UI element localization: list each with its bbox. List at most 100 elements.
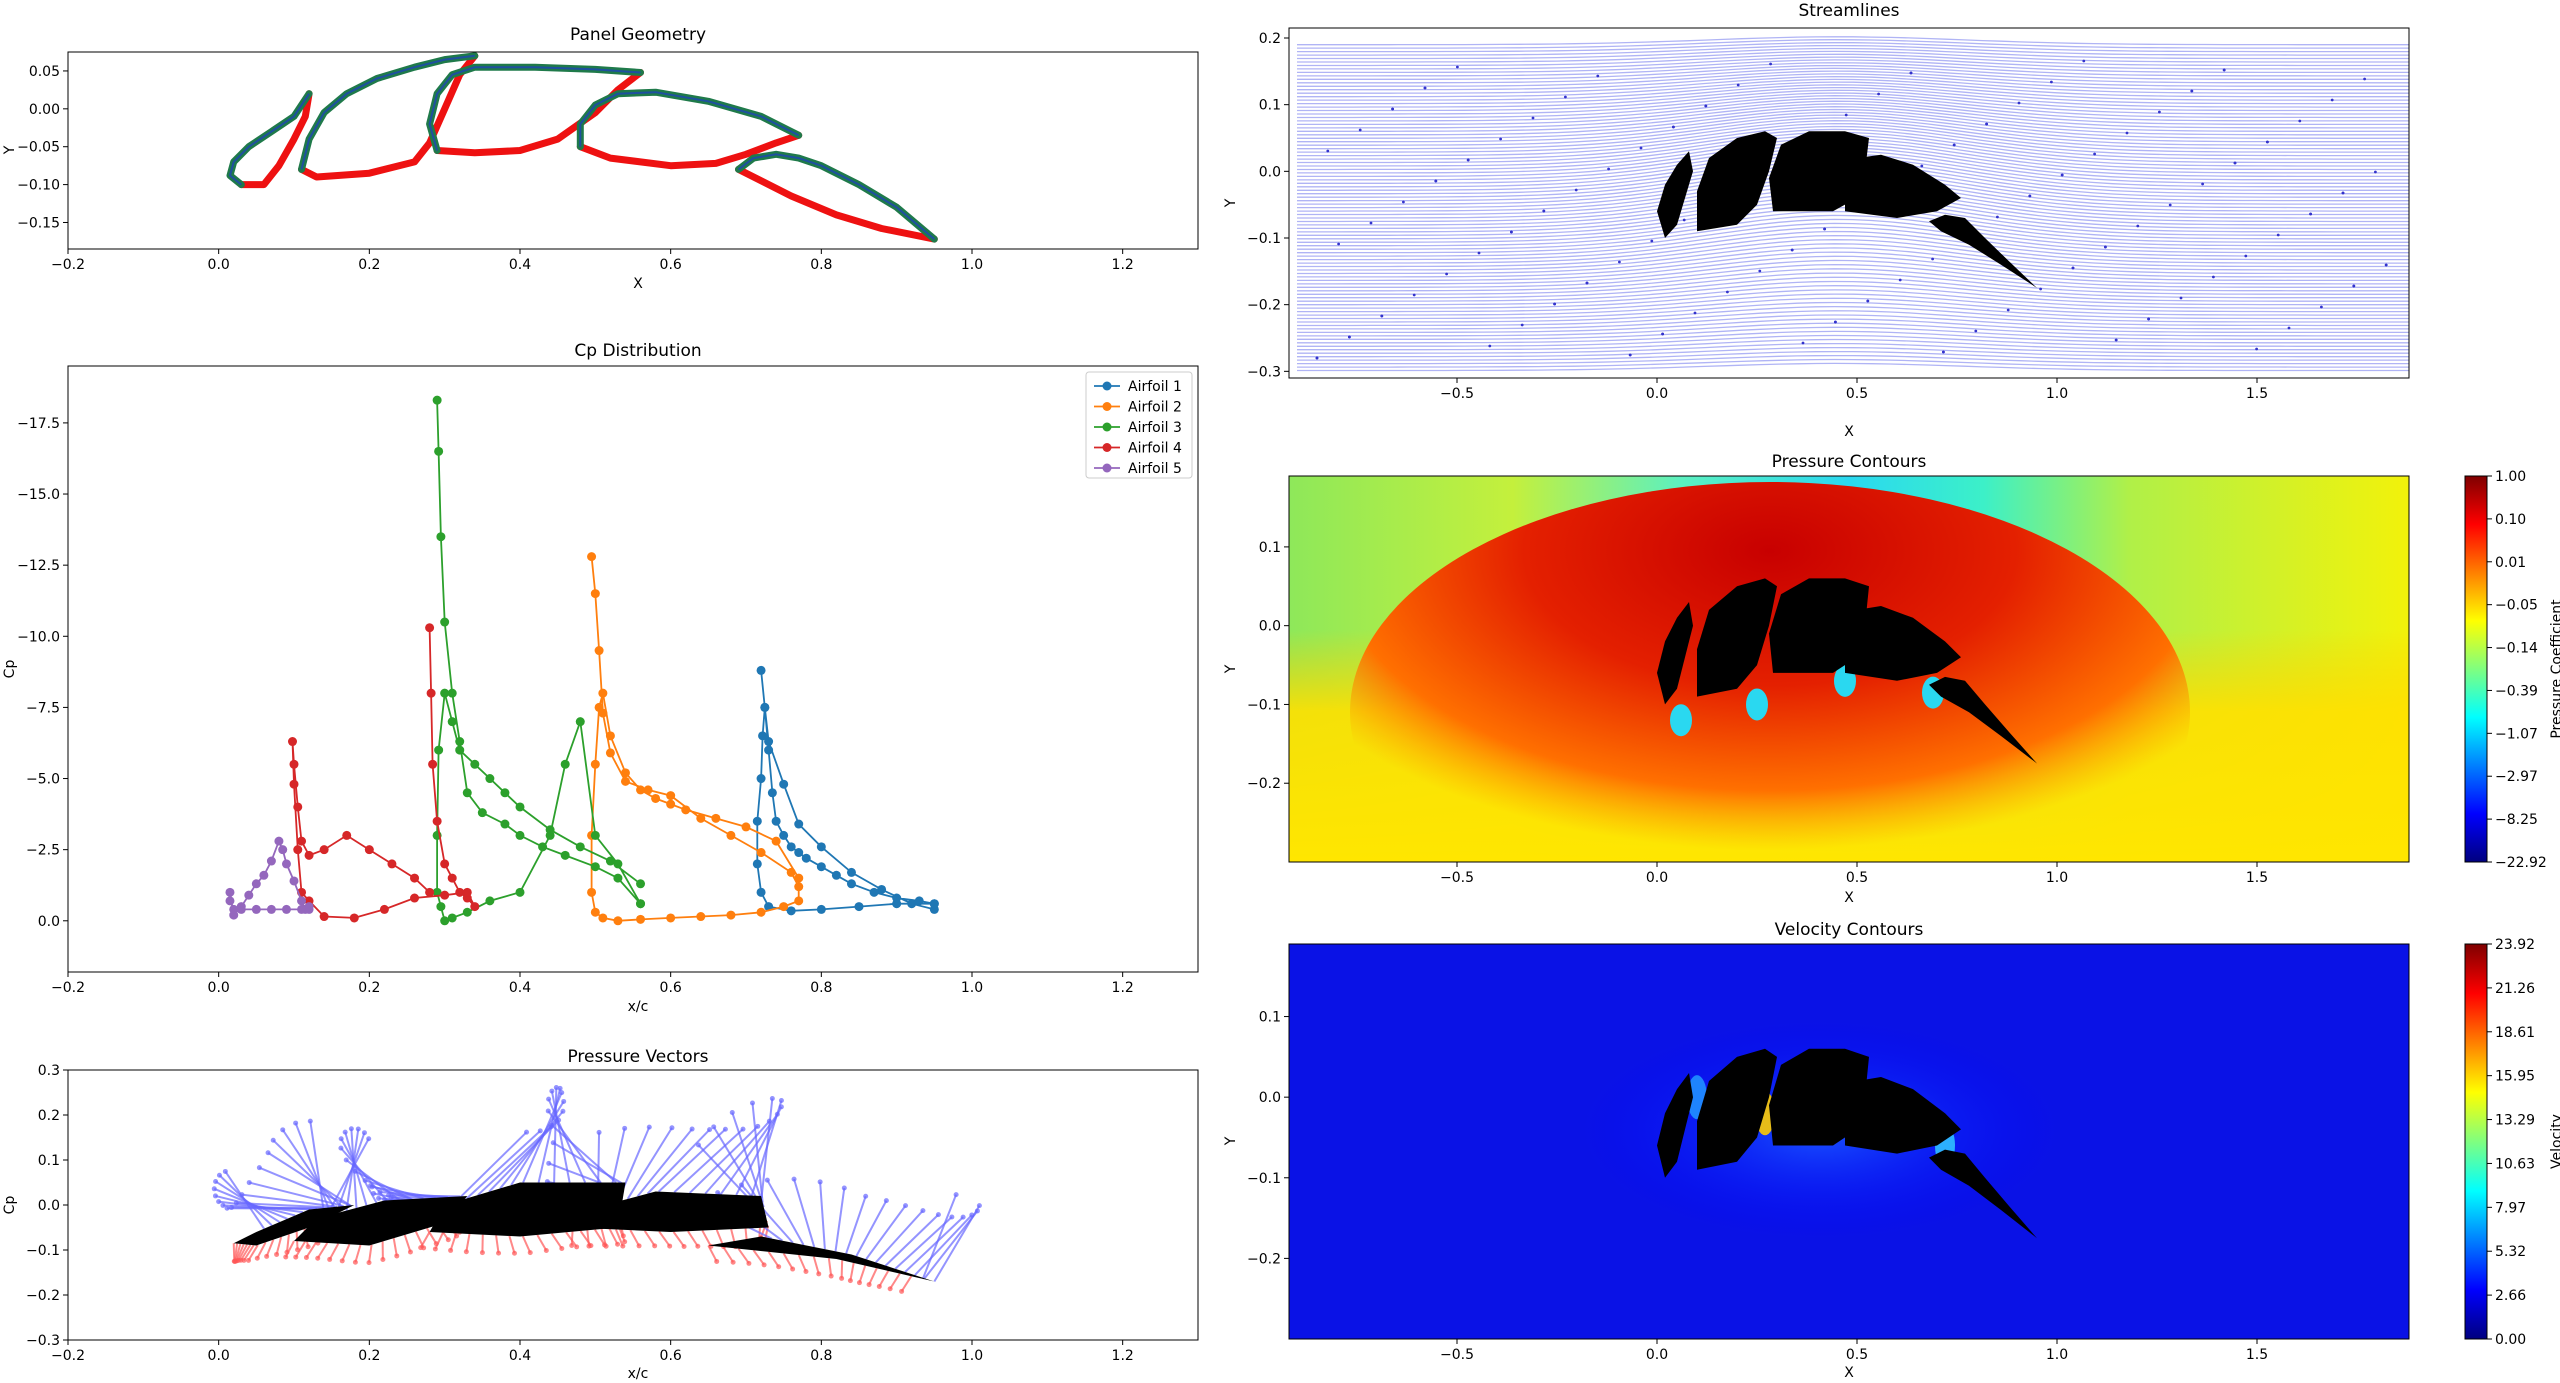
streamline-seed-dot	[1628, 353, 1632, 357]
streamline	[1297, 342, 2409, 354]
pressure-vectors-xlabel: x/c	[628, 1366, 649, 1382]
pressure-vector-arrowhead	[887, 1286, 893, 1292]
streamline-seed-dot	[1974, 329, 1978, 333]
cp-distribution-ylabel: Cp	[2, 660, 18, 679]
pressure-vector-arrowhead	[293, 1120, 299, 1126]
streamline-seed-dot	[2039, 287, 2042, 291]
cp-series-1-point	[794, 848, 804, 858]
streamline-seed-dot	[1758, 269, 1762, 273]
pressure-vector-arrowhead	[863, 1193, 869, 1199]
pressure-vector-arrow	[840, 1260, 844, 1279]
streamline	[1297, 131, 2409, 164]
pressure-vector-arrow	[626, 1127, 673, 1200]
streamline-seed-dot	[1585, 281, 1589, 285]
streamline	[1297, 247, 2409, 275]
cp-series-4-point	[287, 737, 297, 747]
airfoil-5-upper-surface	[735, 150, 938, 243]
pressure-contours-xtick-label: −0.5	[1440, 870, 1474, 886]
cp-series-2-point	[651, 793, 661, 803]
cp-series-4-point	[342, 830, 352, 840]
streamline-seed-dot	[1499, 137, 1502, 141]
streamline	[1297, 84, 2409, 105]
streamline	[1297, 125, 2409, 157]
cp-series-2-point	[587, 552, 597, 562]
streamline	[1297, 36, 2409, 46]
pressure-vector-arrowhead	[935, 1212, 941, 1218]
cp-distribution-frame	[67, 365, 1199, 973]
streamline	[1297, 114, 2409, 143]
pressure-vector-arrowhead	[866, 1282, 872, 1288]
cp-series-3-point	[436, 532, 446, 542]
cp-series-3-point	[560, 759, 570, 769]
pressure-vector-arrowhead	[620, 1243, 626, 1249]
streamline-seed-dot	[2158, 110, 2161, 114]
pressure-vector-arrowhead	[254, 1255, 260, 1261]
pressure-vectors-frame	[67, 1069, 1199, 1341]
cp-series-2-point	[598, 913, 608, 923]
pressure-vector-arrow	[658, 1230, 671, 1247]
streamline-seed-dot	[1661, 332, 1664, 336]
airfoil-2-upper-edge	[300, 54, 475, 170]
pressure-vector-arrowhead	[216, 1199, 222, 1205]
pressure-colorbar-tick-label: −22.92	[2495, 855, 2547, 871]
panel-geometry-ytick-label: −0.05	[17, 140, 60, 156]
streamline	[1297, 42, 2409, 53]
streamline-seed-dot	[2201, 182, 2205, 186]
pressure-vector-arrow	[687, 1230, 699, 1247]
pressure-vector-arrow	[812, 1256, 820, 1275]
pressure-vector-arrow	[325, 1138, 370, 1217]
streamline	[1297, 314, 2409, 330]
streamline-seed-dot	[1358, 128, 1362, 132]
streamline-seed-dot	[1520, 323, 1524, 327]
cp-series-5-point	[266, 904, 276, 914]
cp-series-2-point	[756, 848, 766, 858]
cp-series-1-point	[764, 737, 774, 747]
panel-geometry-xlabel: X	[633, 276, 643, 292]
cp-series-5-point	[225, 896, 235, 906]
pressure-vectors-xtick-label: 0.4	[509, 1348, 531, 1364]
cp-series-1-point	[764, 745, 774, 755]
panel-geometry-ytick-label: 0.00	[29, 102, 60, 118]
pressure-vector-arrowhead	[856, 1280, 862, 1286]
pressure-colorbar-tick-label: −1.07	[2495, 726, 2538, 742]
cp-series-2-point	[590, 589, 600, 599]
pressure-vector-arrowhead	[556, 1117, 562, 1123]
pressure-vector-arrowhead	[615, 1241, 621, 1247]
cp-series-3-point	[447, 913, 457, 923]
streamline	[1297, 239, 2409, 268]
pressure-vector-arrow	[827, 1258, 833, 1277]
pressure-colorbar-tick-label: −0.14	[2495, 641, 2538, 657]
cp-series-4-point	[425, 623, 435, 633]
pressure-vector-arrowhead	[778, 1098, 784, 1104]
streamline	[1297, 106, 2409, 132]
velocity-colorbar	[2464, 943, 2488, 1340]
streamline	[1297, 44, 2409, 56]
pressure-vector-arrowhead	[766, 1118, 772, 1124]
pressure-vector-arrow	[275, 1236, 283, 1255]
streamline-seed-dot	[2104, 245, 2107, 249]
streamline-seed-dot	[2212, 275, 2215, 279]
pressure-vector-arrowhead	[561, 1098, 567, 1104]
streamline	[1297, 108, 2409, 136]
cp-series-2-point	[666, 799, 676, 809]
pressure-vectors-ytick-label: 0.3	[38, 1063, 60, 1079]
streamline	[1297, 226, 2409, 257]
pressure-vector-arrow	[316, 1242, 329, 1259]
streamline	[1297, 268, 2409, 292]
cp-series-3-point	[440, 617, 450, 627]
cp-distribution-chart: Cp Distribution −0.2 0.0 0.2 0.4 0.6 0.8 1.0 1.…	[2, 341, 1199, 1015]
velocity-contours-chart: Velocity Contours −0.5 0.0 0.5 1.0 1.5 0.1 0.0…	[1223, 920, 2560, 1381]
pressure-vector-arrow	[615, 1229, 624, 1247]
cp-distribution-xtick-label: 1.0	[961, 980, 983, 996]
cp-series-1-point	[786, 842, 796, 852]
streamline	[1297, 285, 2409, 306]
cp-series-5-point	[304, 904, 314, 914]
cp-series-4-point	[387, 859, 397, 869]
pressure-vector-arrow	[495, 1235, 500, 1254]
pressure-contours-xlabel: X	[1844, 890, 1854, 906]
cp-series-2-point	[643, 785, 653, 795]
cp-series-2-point	[590, 759, 600, 769]
pressure-vector-arrowhead	[776, 1264, 782, 1270]
cp-series-1-point	[779, 830, 789, 840]
streamline-seed-dot	[1488, 344, 1492, 348]
